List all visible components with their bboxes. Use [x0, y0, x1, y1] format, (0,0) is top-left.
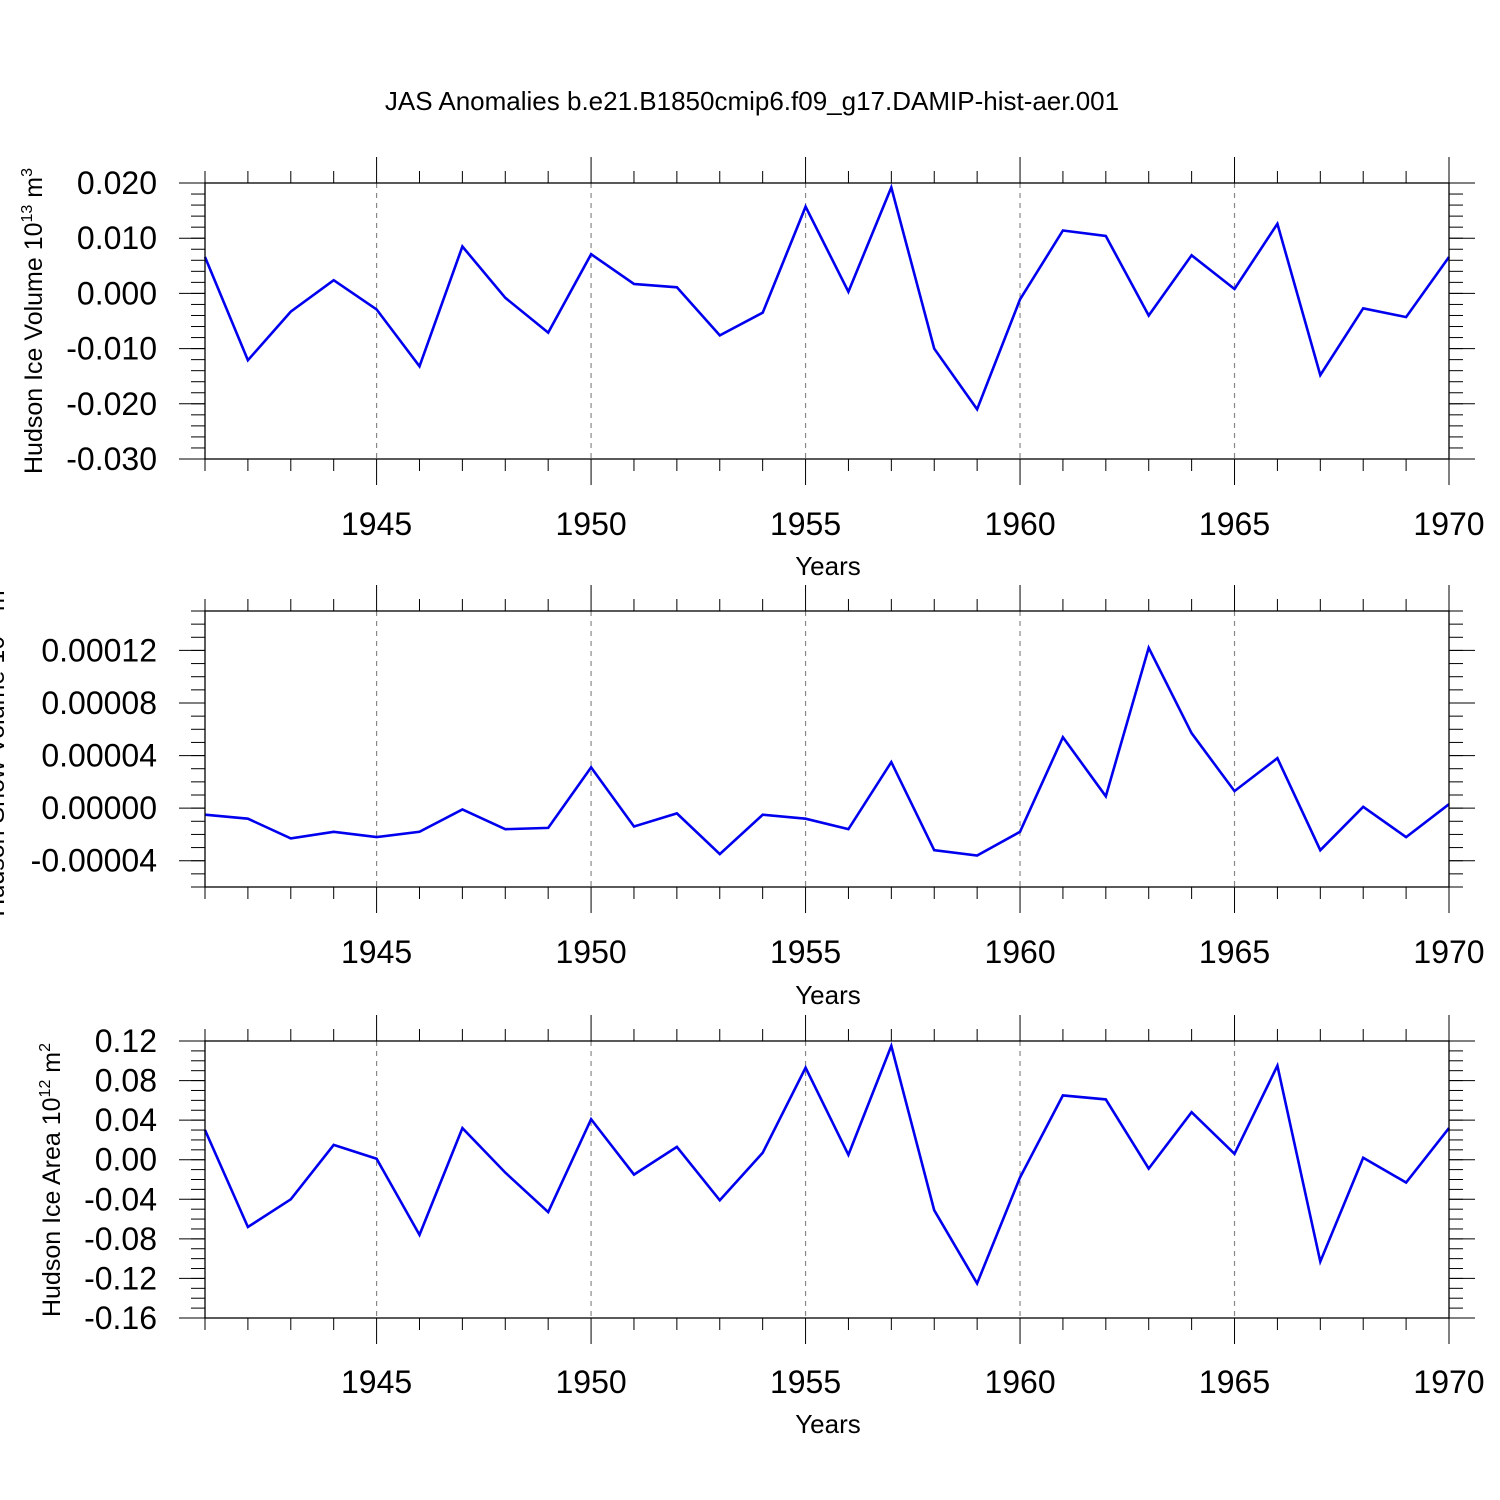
series-line [204, 644, 1450, 857]
y-tick-label: 0.12 [95, 1023, 157, 1059]
x-axis-label: Years [795, 1409, 861, 1439]
y-axis-label: Hudson Ice Volume 1013 m3 [19, 168, 48, 474]
x-tick-label: 1960 [984, 1364, 1055, 1400]
y-tick-label: 0.04 [95, 1102, 157, 1138]
chart-panel-2: 0.00012 0.00008 0.00004 0.00000 -0.00004 1945… [0, 581, 1485, 1010]
y-axis-label: Hudson Ice Area 1012 m2 [37, 1043, 66, 1317]
y-axis-label: Hudson Snow Volume 1013 m3 [0, 581, 10, 916]
x-tick-label: 1945 [341, 1364, 412, 1400]
chart-panel-3: 0.12 0.080.04 0.00-0.04 -0.08-0.12 -0.16 1945… [37, 1015, 1485, 1439]
y-tick-label: -0.12 [84, 1260, 157, 1296]
y-tick-label: 0.010 [77, 220, 157, 256]
y-tick-label: 0.020 [77, 165, 157, 201]
x-tick-label: 1955 [770, 934, 841, 970]
y-tick-label: 0.00012 [41, 632, 157, 668]
y-tick-label: 0.00004 [41, 738, 157, 774]
y-tick-label: -0.030 [66, 441, 157, 477]
y-tick-label: -0.020 [66, 386, 157, 422]
y-tick-label: -0.16 [84, 1300, 157, 1336]
x-tick-label: 1950 [555, 506, 626, 542]
x-axis-label: Years [795, 980, 861, 1010]
plot-frame [204, 182, 1450, 460]
x-tick-label: 1970 [1413, 1364, 1484, 1400]
x-tick-label: 1955 [770, 506, 841, 542]
plot-frame [204, 610, 1450, 888]
chart-title: JAS Anomalies b.e21.B1850cmip6.f09_g17.D… [385, 86, 1119, 116]
y-tick-label: 0.00008 [41, 685, 157, 721]
y-tick-label: 0.08 [95, 1063, 157, 1099]
x-tick-label: 1970 [1413, 506, 1484, 542]
y-tick-label: -0.010 [66, 331, 157, 367]
x-axis-label: Years [795, 551, 861, 581]
x-tick-label: 1945 [341, 506, 412, 542]
x-tick-label: 1970 [1413, 934, 1484, 970]
x-tick-label: 1965 [1199, 506, 1270, 542]
x-tick-label: 1960 [984, 934, 1055, 970]
y-tick-label: -0.00004 [31, 843, 157, 879]
y-tick-label: 0.000 [77, 275, 157, 311]
y-tick-label: 0.00 [95, 1142, 157, 1178]
x-tick-label: 1960 [984, 506, 1055, 542]
x-tick-label: 1945 [341, 934, 412, 970]
x-tick-label: 1955 [770, 1364, 841, 1400]
series-line [203, 1041, 1451, 1287]
y-tick-label: -0.04 [84, 1181, 157, 1217]
chart-panel-1: 0.020 0.010 0.000 -0.010 -0.020 -0.030 1945 195… [19, 157, 1485, 581]
x-tick-label: 1950 [555, 934, 626, 970]
y-tick-label: -0.08 [84, 1221, 157, 1257]
plot-frame [204, 1040, 1450, 1319]
series-line [203, 183, 1451, 413]
x-tick-label: 1965 [1199, 1364, 1270, 1400]
x-tick-label: 1965 [1199, 934, 1270, 970]
y-tick-label: 0.00000 [41, 790, 157, 826]
x-tick-label: 1950 [555, 1364, 626, 1400]
